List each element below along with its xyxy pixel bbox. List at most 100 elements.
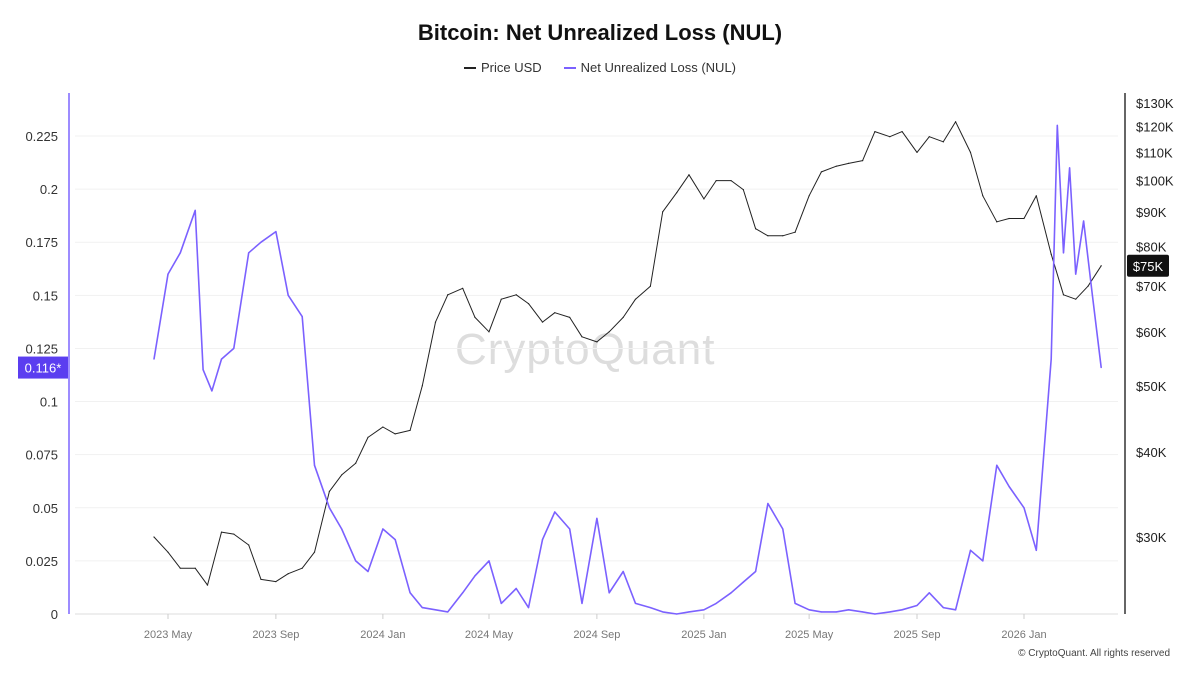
nul-point xyxy=(1062,252,1065,254)
price-point xyxy=(608,331,610,333)
price-point xyxy=(462,287,464,289)
x-tick-label: 2024 May xyxy=(465,629,514,641)
nul-point xyxy=(662,611,664,613)
price-point xyxy=(1035,195,1037,197)
price-point xyxy=(676,192,678,194)
y-left-tick-label: 0.025 xyxy=(25,554,58,569)
price-point xyxy=(527,303,530,305)
nul-point xyxy=(676,613,678,615)
nul-point xyxy=(287,294,289,296)
price-point xyxy=(434,321,437,323)
nul-point xyxy=(1035,549,1037,551)
nul-point xyxy=(248,252,250,254)
nul-point xyxy=(1050,358,1052,360)
price-point xyxy=(767,235,769,237)
x-tick-label: 2025 May xyxy=(785,629,834,641)
price-point xyxy=(1050,253,1052,255)
nul-point xyxy=(194,209,196,211)
price-point xyxy=(634,298,637,300)
price-point xyxy=(688,174,690,176)
nul-point xyxy=(328,507,330,509)
price-point xyxy=(488,331,490,333)
legend-item-price[interactable]: Price USD xyxy=(463,60,542,75)
nul-point xyxy=(649,607,651,609)
nul-point xyxy=(382,528,384,530)
nul-point xyxy=(554,511,556,513)
nul-point xyxy=(462,592,464,594)
nul-point xyxy=(275,231,277,233)
nul-point xyxy=(874,613,876,615)
x-tick-label: 2023 May xyxy=(144,629,193,641)
nul-line xyxy=(153,124,1102,615)
price-point xyxy=(942,141,944,143)
nul-point xyxy=(862,611,864,613)
nul-point xyxy=(703,609,705,611)
price-point xyxy=(969,151,972,154)
y-left-tick-label: 0 xyxy=(51,607,58,622)
nul-point xyxy=(211,390,213,392)
legend-item-nul[interactable]: Net Unrealized Loss (NUL) xyxy=(563,60,736,75)
nul-point xyxy=(916,604,918,607)
y-left-tick-label: 0.075 xyxy=(25,448,58,463)
price-point xyxy=(341,474,343,476)
nul-point xyxy=(260,241,262,243)
price-point xyxy=(541,321,544,323)
nul-point xyxy=(808,609,810,611)
y-right-tick-label: $50K xyxy=(1136,379,1167,394)
y-right-tick-label: $80K xyxy=(1136,240,1167,255)
current-nul-badge-bg xyxy=(18,356,68,379)
price-point xyxy=(847,162,850,164)
nul-point xyxy=(954,609,957,611)
nul-point xyxy=(341,528,343,530)
price-point xyxy=(500,298,502,300)
price-point xyxy=(982,195,984,197)
current-price-badge: $75K xyxy=(1127,254,1169,277)
nul-point xyxy=(1091,294,1094,296)
price-point xyxy=(287,573,289,575)
credit: © CryptoQuant. All rights reserved xyxy=(1018,648,1170,659)
price-point xyxy=(515,294,517,296)
nul-point xyxy=(767,502,769,505)
price-point xyxy=(596,341,598,343)
nul-point xyxy=(782,528,784,530)
price-point xyxy=(755,228,757,230)
y-right-tick-label: $40K xyxy=(1136,445,1167,460)
price-point xyxy=(1100,265,1102,267)
y-right-tick-label: $100K xyxy=(1136,174,1174,189)
watermark: CryptoQuant xyxy=(455,325,716,374)
nul-point xyxy=(942,607,944,609)
price-point xyxy=(394,433,396,435)
nul-point xyxy=(301,315,303,318)
y-right-tick-label: $70K xyxy=(1136,279,1167,294)
y-left-tick-label: 0.225 xyxy=(25,129,58,144)
nul-point xyxy=(500,602,502,604)
price-point xyxy=(916,151,918,154)
price-point xyxy=(328,490,330,492)
nul-point xyxy=(889,611,891,613)
nul-point xyxy=(179,252,181,254)
nul-point xyxy=(742,581,744,583)
y-left-tick-label: 0.05 xyxy=(33,501,58,516)
price-point xyxy=(1008,217,1010,220)
y-right-tick-label: $130K xyxy=(1136,96,1174,111)
nul-point xyxy=(820,611,823,613)
price-point xyxy=(1062,294,1065,296)
price-point xyxy=(794,231,796,233)
nul-point xyxy=(515,587,517,590)
nul-point xyxy=(220,358,223,360)
nul-point xyxy=(313,464,316,466)
legend-label-price: Price USD xyxy=(480,60,542,75)
nul-point xyxy=(355,560,357,562)
y-left-tick-label: 0.2 xyxy=(40,182,58,197)
price-point xyxy=(447,294,449,296)
x-tick-label: 2024 Jan xyxy=(360,629,405,641)
legend-swatch-nul xyxy=(563,66,576,69)
nul-point xyxy=(622,570,624,573)
nul-point xyxy=(581,602,583,604)
price-point xyxy=(220,531,223,533)
price-point xyxy=(874,131,876,133)
price-point xyxy=(194,567,196,569)
price-point xyxy=(179,567,181,569)
nul-point xyxy=(730,592,732,594)
